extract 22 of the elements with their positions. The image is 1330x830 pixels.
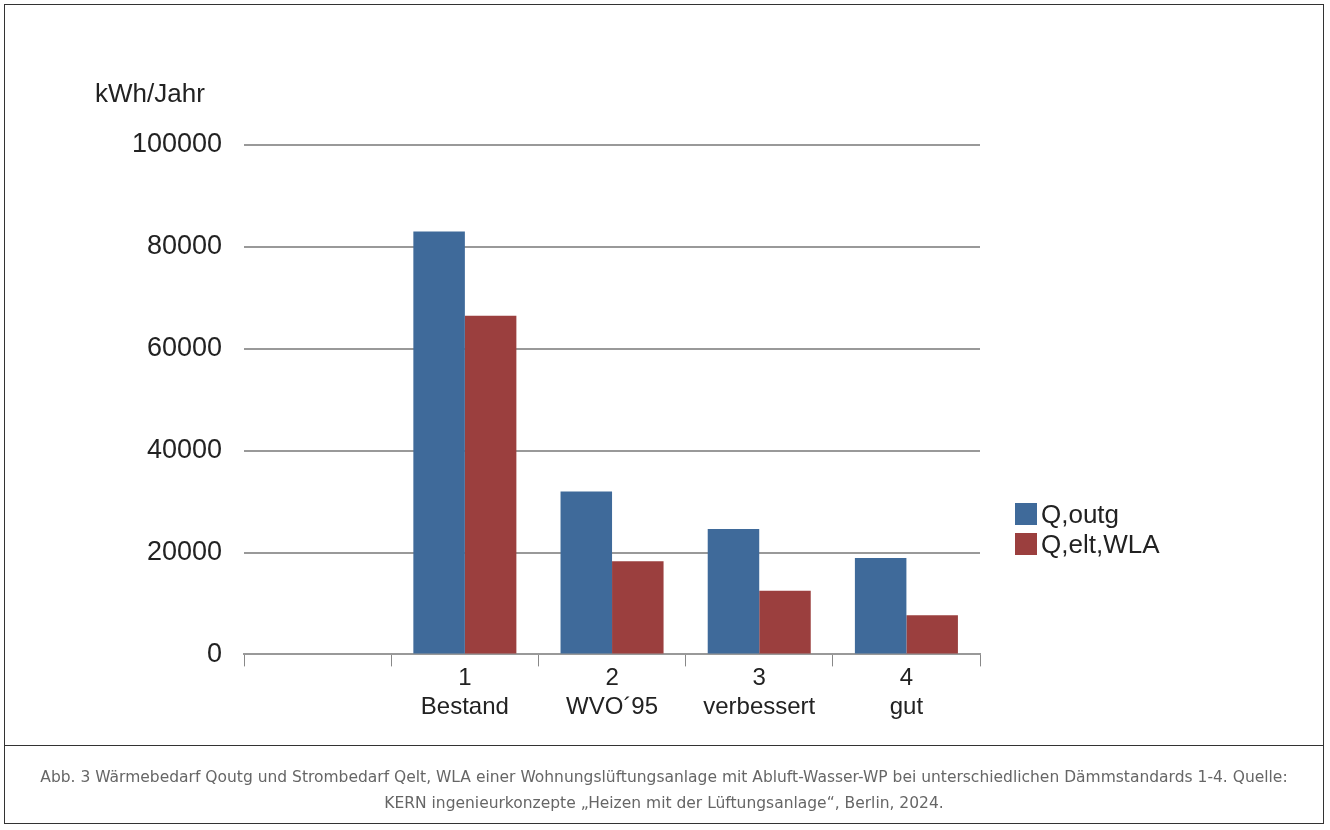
bar xyxy=(413,231,465,654)
x-tick-label: 3 verbessert xyxy=(703,663,816,720)
bar xyxy=(464,315,517,654)
legend-label: Q,outg xyxy=(1041,498,1120,530)
legend-label: Q,elt,WLA xyxy=(1041,528,1160,560)
bar xyxy=(759,590,811,654)
y-tick-label: 80000 xyxy=(147,230,223,261)
bar xyxy=(906,615,958,654)
bar xyxy=(707,529,760,654)
y-tick-label: 60000 xyxy=(147,332,223,363)
x-tick-label: 1 Bestand xyxy=(420,663,509,720)
caption: Abb. 3 Wärmebedarf Qoutg und Strombedarf Qelt, WLA einer Wohnungslüftungsanlage mit Abluft-Wasser-WP bei unterschiedlichen Dämmstandards 1-4. Quelle: KERN ingenieurkonzepte „Heizen mit der Lüftungsanlage“, Berlin, 2024. xyxy=(39,767,1289,814)
y-tick-label: 20000 xyxy=(147,535,223,566)
x-tick-label: 2 WVO´95 xyxy=(566,663,659,720)
x-tick-label: 4 gut xyxy=(889,663,924,720)
bar xyxy=(560,491,613,654)
bar xyxy=(854,558,907,654)
y-tick-label: 100000 xyxy=(131,128,223,159)
y-axis-title: kWh/Jahr xyxy=(95,78,205,109)
y-tick-label: 40000 xyxy=(147,434,223,465)
y-tick-label: 0 xyxy=(207,637,223,668)
bar xyxy=(612,561,664,654)
